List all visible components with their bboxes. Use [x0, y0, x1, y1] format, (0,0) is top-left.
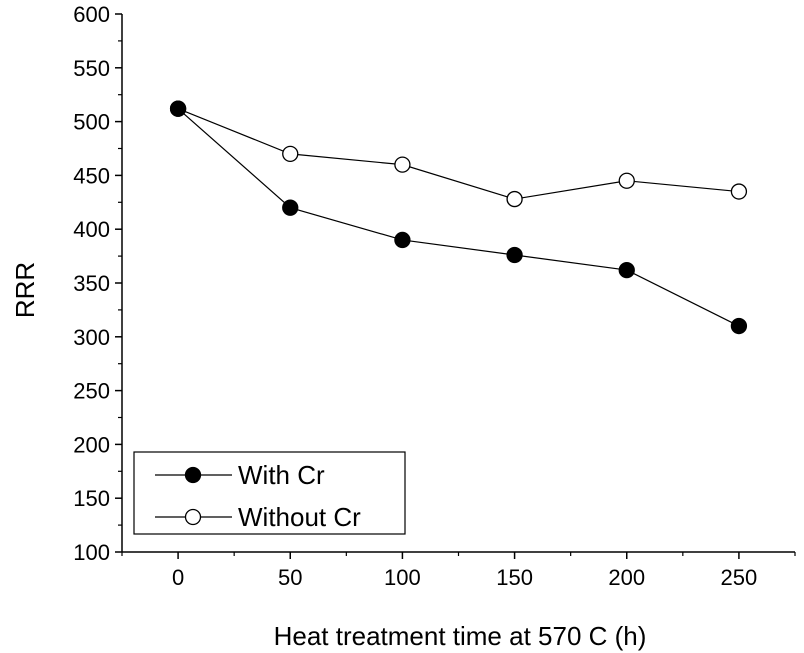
data-point: [506, 246, 523, 264]
y-tick-label: 450: [73, 163, 110, 188]
x-tick-label: 100: [384, 565, 421, 590]
y-axis-label: RRR: [10, 262, 40, 318]
y-tick-label: 300: [73, 325, 110, 350]
data-point: [730, 317, 748, 335]
y-tick-label: 250: [73, 379, 110, 404]
series-layer: [169, 100, 748, 335]
y-tick-label: 350: [73, 271, 110, 296]
data-point: [282, 145, 299, 163]
legend-label: Without Cr: [238, 502, 361, 532]
x-tick-label: 150: [496, 565, 533, 590]
data-point: [394, 231, 411, 249]
x-tick-label: 200: [608, 565, 645, 590]
data-point: [618, 261, 635, 279]
legend: With Cr Without Cr: [133, 451, 406, 535]
x-tick-label: 0: [172, 565, 184, 590]
y-tick-label: 400: [73, 217, 110, 242]
y-tick-label: 200: [73, 432, 110, 457]
axes: 100 150 200 250 300 350 400 450 500 550 600 0 50 100 1…: [73, 2, 796, 590]
x-tick-label: 50: [278, 565, 302, 590]
series-line-0: [177, 108, 740, 327]
legend-marker: [184, 466, 202, 484]
data-point: [618, 172, 635, 189]
series-line-1: [177, 108, 739, 200]
y-tick-label: 500: [73, 110, 110, 135]
legend-frame: [133, 451, 406, 535]
y-tick-label: 550: [73, 56, 110, 81]
data-point: [394, 156, 411, 173]
y-tick-label: 100: [73, 540, 110, 565]
data-point: [169, 100, 187, 117]
legend-label: With Cr: [238, 460, 325, 490]
x-tick-label: 250: [721, 565, 758, 590]
data-point: [506, 190, 523, 208]
data-point: [282, 199, 299, 216]
legend-marker: [184, 508, 202, 526]
y-tick-label: 600: [73, 2, 110, 27]
data-point: [730, 183, 748, 200]
x-axis-label: Heat treatment time at 570 C (h): [274, 621, 647, 651]
y-tick-label: 150: [73, 486, 110, 511]
